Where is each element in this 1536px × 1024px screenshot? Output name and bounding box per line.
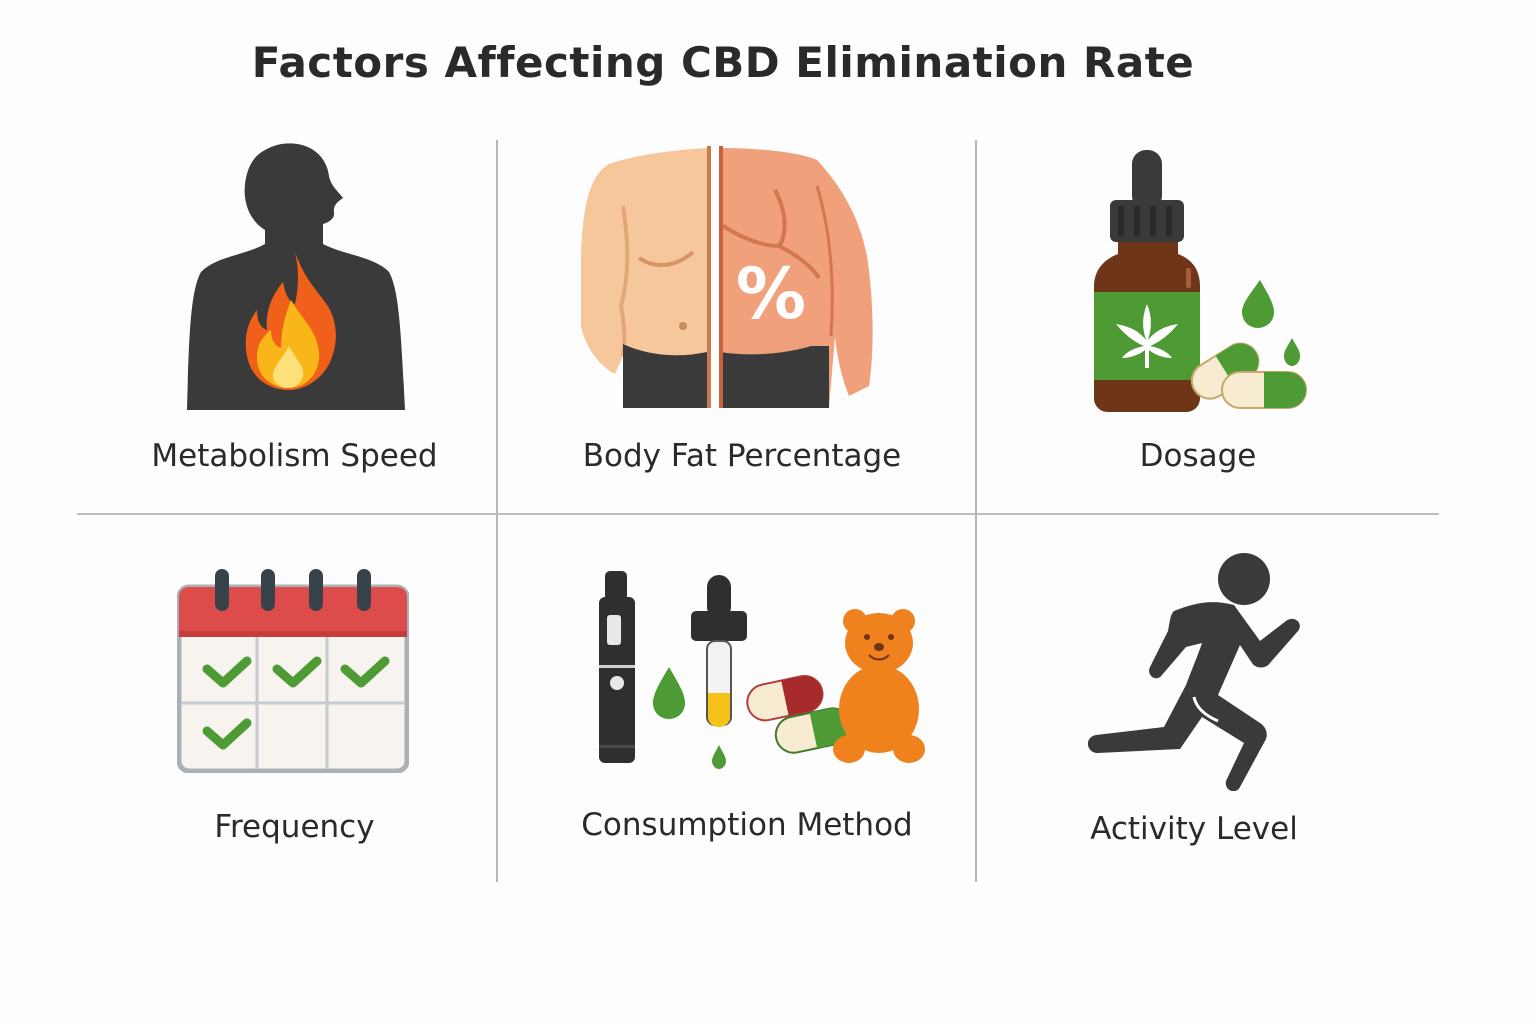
page-title: Factors Affecting CBD Elimination Rate: [251, 38, 1195, 87]
factor-label: Activity Level: [1090, 811, 1298, 847]
gummy-bear: [833, 609, 925, 763]
factor-label: Dosage: [1139, 438, 1257, 474]
factor-card-activity-level: Activity Level: [976, 515, 1438, 885]
factor-label: Metabolism Speed: [151, 438, 438, 474]
factor-card-consumption-method: Consumption Method: [497, 515, 976, 885]
torso-percent-icon: %: [581, 146, 873, 408]
check-icon: [202, 656, 390, 750]
grid-divider-horizontal: [77, 513, 1439, 515]
factor-card-body-fat-percentage: % Body Fat Percentage: [497, 130, 976, 510]
vape-dropper-capsules-gummy-icon: [599, 571, 925, 769]
calendar-checks-icon: [177, 569, 409, 773]
percent-symbol: %: [736, 253, 806, 335]
cbd-bottle-capsules-icon: [1094, 150, 1307, 412]
running-person-icon: [1088, 553, 1300, 791]
factor-card-metabolism-speed: Metabolism Speed: [77, 130, 497, 510]
grid-divider-vertical-1: [496, 140, 498, 882]
factor-label: Body Fat Percentage: [582, 438, 902, 474]
factor-card-frequency: Frequency: [77, 515, 497, 885]
factor-card-dosage: Dosage: [976, 130, 1438, 510]
factor-label: Frequency: [214, 809, 375, 845]
body-flame-icon: [187, 143, 405, 410]
grid-divider-vertical-2: [975, 140, 977, 882]
factor-label: Consumption Method: [581, 807, 913, 843]
